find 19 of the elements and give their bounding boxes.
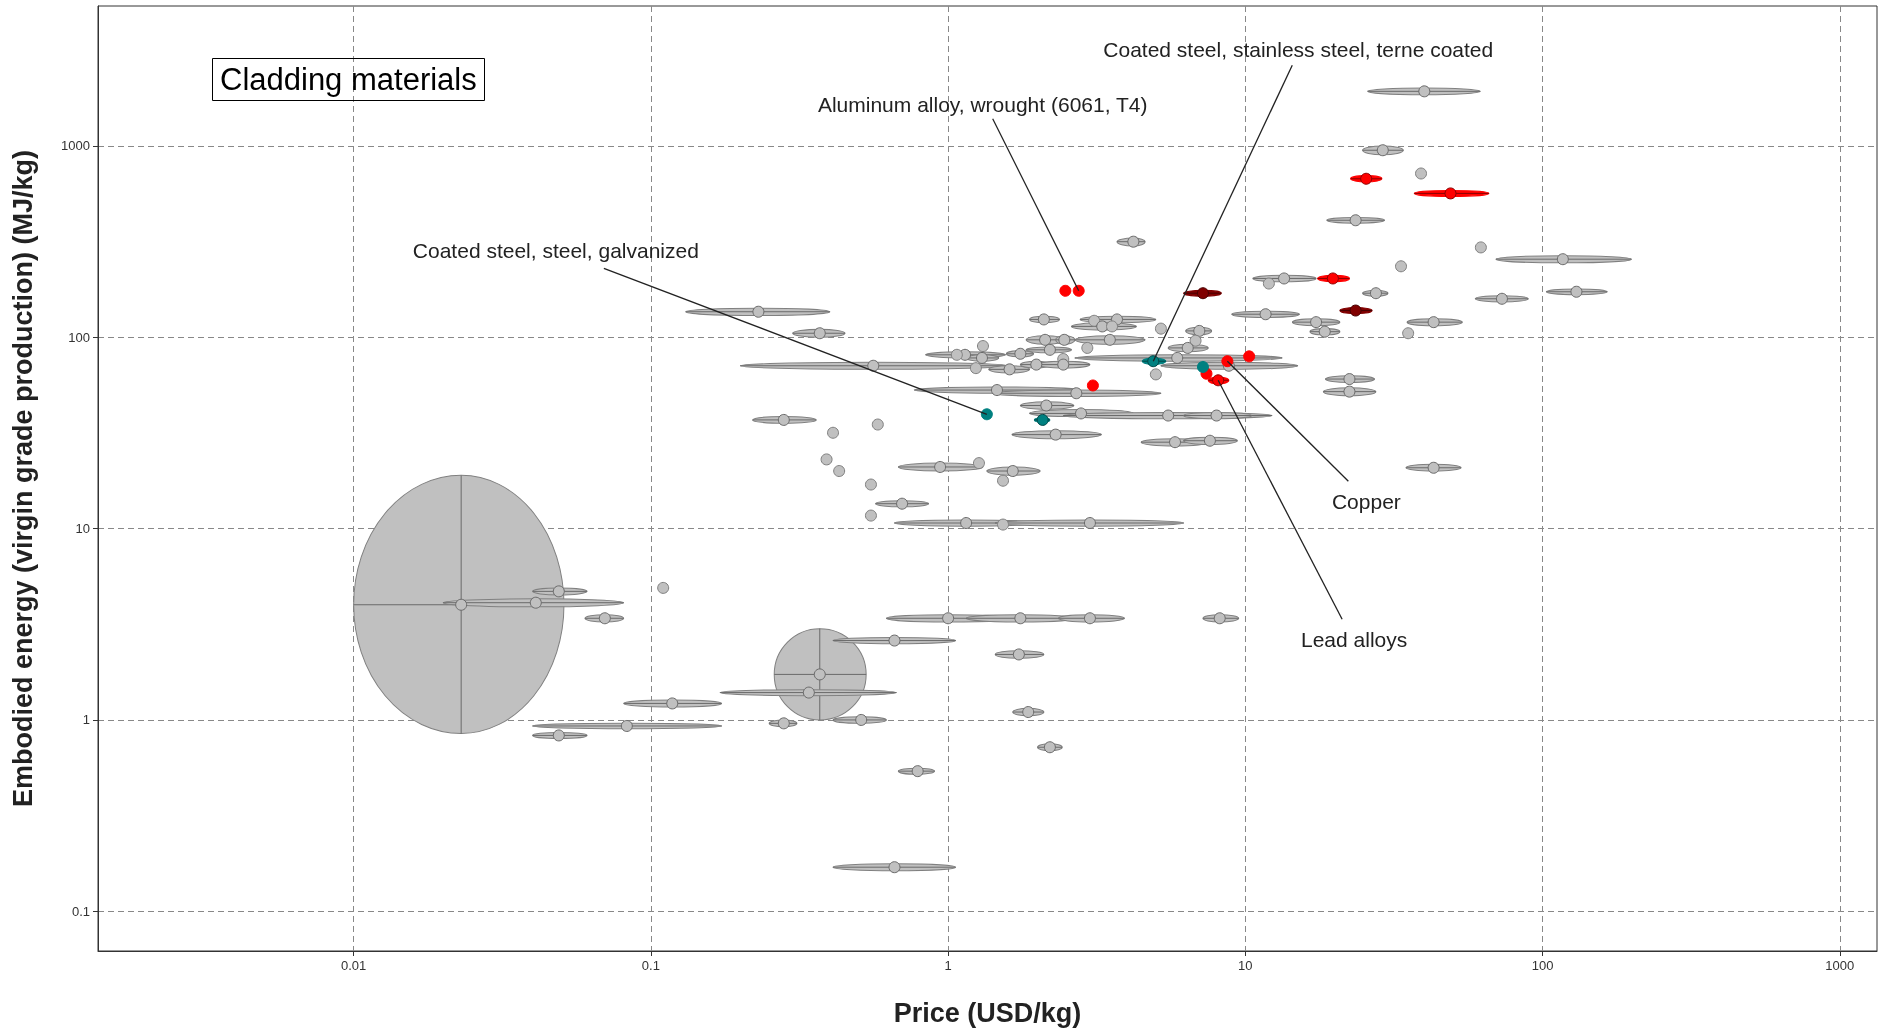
text: Cladding materials: [220, 62, 477, 97]
y-tick-label: 0.1: [71, 903, 90, 919]
y-tick-label: 1: [82, 712, 90, 728]
x-tick-label: 1: [944, 958, 952, 973]
x-tick-label: 0.01: [341, 958, 367, 973]
annotation: Coated steel, steel, galvanized: [412, 238, 699, 262]
y-tick-label: 1000: [61, 138, 90, 154]
x-tick-label: 1000: [1825, 958, 1855, 973]
y-axis-title: Embodied energy (virgin grade production) (MJ/kg): [7, 149, 38, 808]
x-tick-label: 10: [1238, 958, 1253, 973]
annotation: Copper: [1331, 489, 1401, 513]
x-tick-label: 0.1: [641, 958, 660, 973]
annotation: Lead alloys: [1301, 627, 1408, 651]
y-tick-label: 10: [75, 521, 90, 537]
annotation: Coated steel, stainless steel, terne coated: [1103, 37, 1494, 61]
x-axis-title: Price (USD/kg): [893, 997, 1082, 1028]
x-tick-label: 100: [1531, 958, 1554, 973]
annotation: Aluminum alloy, wrought (6061, T4): [817, 93, 1148, 117]
y-tick-label: 100: [68, 329, 90, 345]
